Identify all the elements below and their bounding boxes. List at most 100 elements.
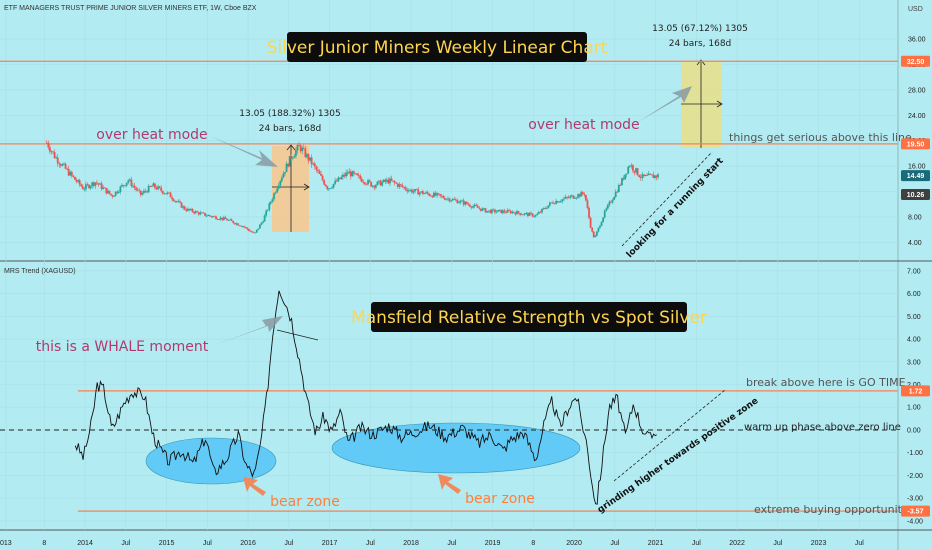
candle-body: [528, 212, 531, 216]
candle-body: [437, 193, 440, 195]
candle-body: [155, 187, 158, 190]
candle-body: [248, 229, 250, 231]
candle-body: [172, 199, 175, 202]
candle-body: [599, 225, 601, 228]
candle-body: [56, 157, 59, 164]
candle-body: [566, 196, 568, 198]
candle-body: [313, 163, 316, 167]
candle-body: [271, 199, 274, 202]
x-tick-label: Jul: [203, 540, 212, 547]
candle-body: [163, 193, 166, 195]
candle-body: [262, 221, 264, 223]
candle-body: [55, 157, 58, 159]
candle-body: [412, 191, 415, 193]
candle-body: [102, 187, 105, 190]
grinding-trendline: [613, 389, 726, 482]
x-tick-label: Jul: [855, 540, 864, 547]
candle-body: [171, 197, 174, 200]
bottom-y-tick-label: -1.00: [907, 450, 923, 457]
candle-body: [207, 215, 210, 216]
x-tick-label: Jul: [692, 540, 701, 547]
top-y-tick-label: 24.00: [908, 113, 926, 120]
candle-body: [577, 194, 579, 198]
candle-body: [523, 213, 526, 215]
candle-body: [392, 180, 395, 182]
candle-body: [384, 179, 387, 182]
candle-body: [340, 176, 343, 180]
whale-arrow: [212, 316, 283, 346]
candle-body: [613, 197, 616, 200]
top-y-tick-label: 16.00: [908, 164, 926, 171]
candle-body: [75, 179, 78, 182]
candle-body: [337, 177, 340, 182]
candle-body: [161, 190, 164, 194]
candle-body: [232, 221, 235, 224]
candle-body: [459, 200, 462, 203]
candle-body: [520, 214, 523, 216]
candle-body: [152, 183, 155, 187]
candle-body: [451, 199, 454, 201]
candle-body: [139, 190, 142, 195]
candle-body: [191, 209, 194, 212]
candle-body: [373, 185, 376, 188]
candle-body: [547, 205, 550, 209]
bottom-level-tag-text: 1.72: [909, 388, 923, 395]
candle-body: [494, 209, 496, 213]
candle-body: [578, 194, 581, 197]
candle-body: [213, 216, 216, 218]
candle-body: [371, 185, 374, 187]
candle-body: [266, 209, 269, 211]
candle-body: [552, 202, 554, 204]
candle-body: [202, 212, 205, 214]
candle-body: [133, 185, 136, 188]
candle-body: [556, 201, 559, 203]
candle-body: [127, 180, 130, 183]
candle-body: [69, 172, 72, 176]
candle-body: [288, 156, 291, 167]
candle-body: [464, 201, 467, 205]
bear-zone-arrow-2: [438, 474, 461, 494]
measure-2-duration: 24 bars, 168d: [669, 39, 732, 49]
candle-body: [400, 184, 402, 186]
measure-2-change: 13.05 (67.12%) 1305: [652, 24, 748, 34]
candle-body: [227, 219, 230, 221]
candle-body: [632, 165, 634, 171]
candle-body: [374, 185, 377, 188]
candle-body: [608, 201, 611, 205]
candle-body: [50, 151, 53, 153]
bottom-y-tick-label: 4.00: [907, 337, 921, 344]
candle-body: [453, 199, 456, 200]
candle-body: [472, 206, 474, 208]
measure-1-duration: 24 bars, 168d: [259, 124, 322, 134]
candle-body: [166, 192, 169, 194]
candle-body: [80, 184, 83, 187]
candle-body: [591, 227, 594, 232]
candle-body: [216, 219, 219, 220]
candle-body: [506, 210, 509, 213]
candle-body: [624, 174, 626, 180]
candle-body: [141, 193, 144, 195]
candle-body: [150, 186, 153, 188]
candle-body: [644, 175, 647, 177]
candle-body: [316, 169, 319, 172]
candle-body: [83, 189, 86, 190]
candle-body: [439, 194, 442, 196]
candle-body: [259, 224, 261, 229]
candle-body: [59, 164, 62, 166]
candle-body: [277, 185, 280, 189]
candle-body: [450, 200, 453, 202]
candle-body: [255, 229, 258, 233]
candle-body: [401, 185, 404, 187]
candle-body: [284, 172, 286, 174]
candle-body: [89, 186, 92, 189]
candle-body: [334, 180, 337, 184]
measure-1-arrowhead-up: [286, 144, 296, 151]
candle-body: [343, 174, 346, 177]
candle-body: [100, 183, 103, 190]
candle-body: [592, 231, 595, 238]
candle-body: [117, 191, 120, 193]
candle-body: [299, 145, 302, 152]
candle-body: [611, 199, 614, 203]
candle-body: [221, 217, 224, 220]
candle-body: [553, 203, 556, 205]
